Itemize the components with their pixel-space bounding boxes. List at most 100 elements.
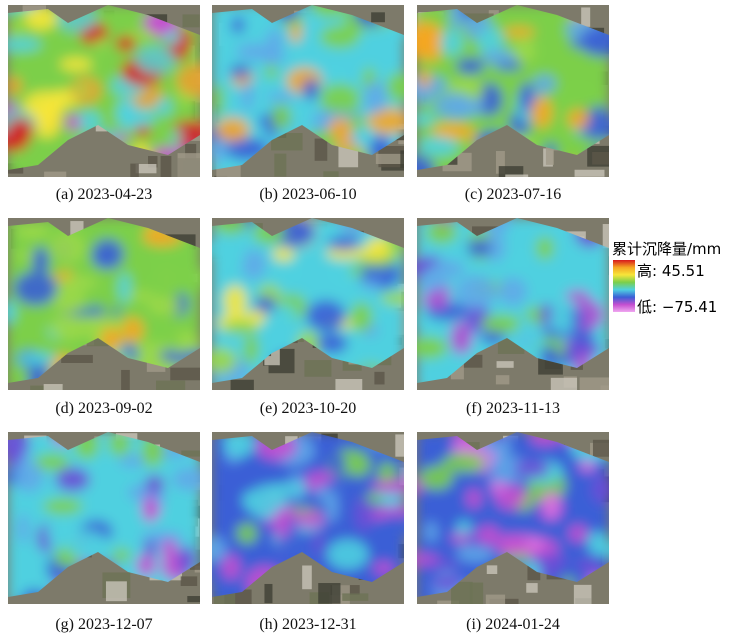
blob: [102, 297, 115, 317]
terrain-patch: [156, 381, 185, 390]
blob: [266, 29, 283, 51]
blob: [419, 465, 453, 490]
terrain-patch: [575, 170, 605, 177]
blob: [498, 277, 527, 306]
blob: [563, 341, 601, 355]
blob: [417, 274, 447, 291]
blob: [135, 126, 150, 137]
map-panel: [417, 218, 609, 390]
blob: [221, 554, 240, 579]
terrain-patch: [44, 172, 66, 177]
blob: [503, 27, 535, 37]
terrain-patch: [187, 596, 200, 602]
map-panel: [212, 5, 404, 177]
blob: [255, 296, 277, 313]
legend-color-bar: [613, 260, 635, 312]
blob: [507, 248, 526, 276]
terrain-patch: [44, 384, 63, 390]
blob: [8, 22, 23, 34]
blob: [418, 136, 459, 156]
terrain-patch: [376, 154, 404, 164]
terrain-patch: [486, 595, 505, 604]
blob: [481, 49, 516, 65]
map-panel: [417, 5, 609, 177]
panel-caption: (c) 2023-07-16: [417, 186, 609, 204]
blob: [46, 516, 67, 548]
panel-caption: (f) 2023-11-13: [417, 400, 609, 418]
terrain-patch: [274, 154, 286, 177]
blob: [50, 232, 85, 264]
panel-caption: (b) 2023-06-10: [212, 186, 404, 204]
terrain-patch: [487, 565, 497, 574]
terrain-patch: [183, 14, 200, 27]
terrain-patch: [121, 370, 130, 390]
blob: [425, 521, 438, 543]
terrain-patch: [170, 368, 200, 381]
blob: [434, 93, 475, 119]
blob: [566, 290, 590, 302]
blob: [259, 115, 271, 128]
panel-caption: (g) 2023-12-07: [8, 616, 200, 634]
blob: [92, 239, 124, 269]
terrain-patch: [335, 379, 362, 390]
blob: [60, 58, 92, 71]
terrain-patch: [181, 450, 200, 456]
blob: [164, 31, 181, 44]
blob: [142, 496, 157, 523]
blob: [216, 118, 250, 142]
blob: [132, 343, 171, 354]
panel-caption: (h) 2023-12-31: [212, 616, 404, 634]
blob: [327, 539, 369, 569]
blob: [353, 334, 367, 349]
legend-low-label: 低: −75.41: [637, 296, 717, 317]
blob: [236, 43, 272, 60]
blob: [419, 69, 431, 88]
blob: [43, 498, 83, 514]
blob: [536, 236, 555, 260]
map-panel: [8, 218, 200, 390]
blob: [275, 508, 298, 519]
blob: [241, 82, 254, 110]
terrain-patch: [323, 171, 338, 177]
terrain-patch: [130, 164, 139, 177]
terrain-patch: [106, 581, 127, 601]
map-panel: [212, 218, 404, 390]
blob: [512, 39, 536, 63]
terrain-patch: [497, 361, 514, 368]
blob: [542, 491, 561, 520]
blob: [533, 75, 556, 93]
terrain-patch: [526, 583, 537, 593]
blob: [121, 317, 144, 343]
blob: [8, 118, 33, 141]
blob: [32, 247, 49, 275]
blob: [273, 247, 295, 261]
terrain-patch: [161, 156, 172, 177]
blob: [55, 467, 90, 491]
blob: [117, 97, 137, 129]
blob: [127, 290, 155, 302]
blob: [514, 460, 550, 478]
blob: [350, 302, 372, 332]
map-panel: [8, 5, 200, 177]
blob: [450, 322, 472, 355]
panel-caption: (d) 2023-09-02: [8, 400, 200, 418]
blob: [135, 45, 176, 74]
blob: [17, 352, 57, 365]
blob: [440, 29, 463, 56]
blob: [230, 65, 251, 79]
blob: [17, 514, 29, 544]
blob: [426, 221, 458, 244]
blob: [212, 83, 224, 116]
blob: [231, 17, 244, 34]
terrain-patch: [61, 355, 93, 363]
blob: [223, 285, 246, 316]
blob: [156, 98, 172, 116]
blob: [466, 489, 481, 508]
blob: [223, 246, 245, 269]
blob: [241, 249, 266, 279]
blob: [326, 490, 338, 523]
blob: [319, 25, 359, 48]
blob: [495, 534, 530, 556]
blob: [55, 547, 72, 567]
terrain-patch: [178, 153, 200, 177]
